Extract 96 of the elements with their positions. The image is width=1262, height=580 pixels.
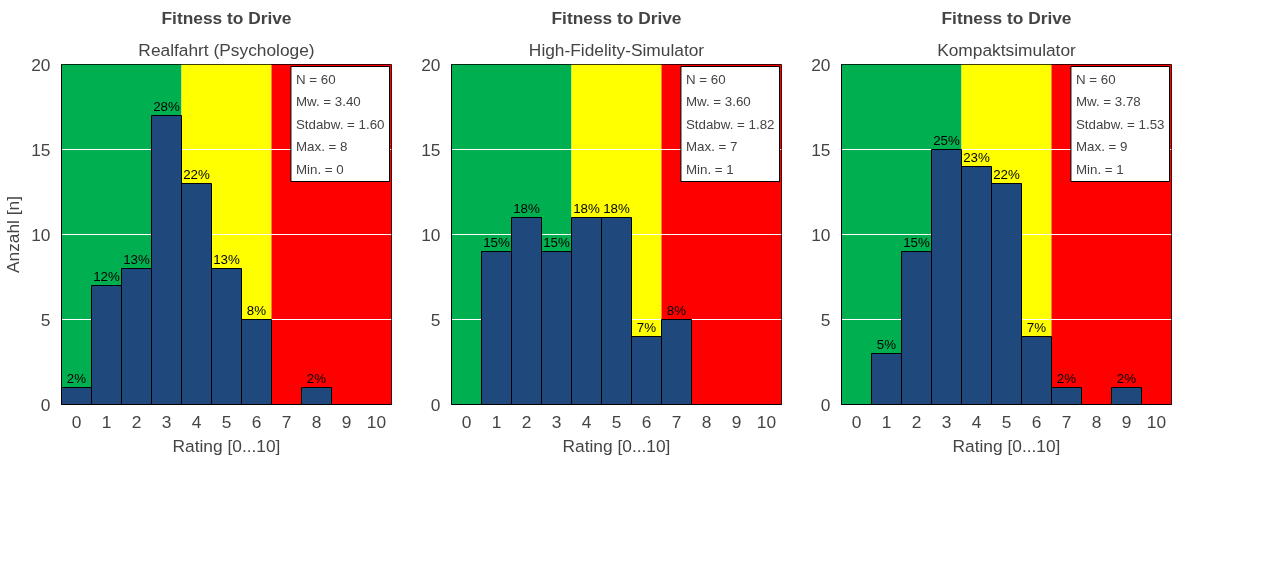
annotation: 7% [1026,319,1047,335]
x-tick-label: 6 [1031,411,1042,432]
x-tick-label: 3 [161,411,172,432]
x-tick-label: 1 [491,411,502,432]
annotation: 25% [933,132,960,148]
x-tick-label: 7 [1061,411,1072,432]
y-tick-label: 10 [31,224,51,245]
x-tick-label: 4 [971,411,982,432]
annotation: 22% [183,166,210,182]
x-tick-label: 7 [671,411,682,432]
x-tick-label: 3 [941,411,952,432]
annotation: 12% [93,268,120,284]
x-tick-label: 9 [341,411,352,432]
y-tick-label: 5 [40,309,51,330]
x-tick-label: 3 [551,411,562,432]
annotation: Min. = 1 [685,161,734,177]
annotation: Max. = 9 [1075,139,1128,154]
x-tick-label: 5 [221,411,232,432]
x-tick-label: 10 [1146,411,1167,432]
annotation: 2% [66,370,87,386]
x-tick-label: 8 [701,411,712,432]
y-tick-label: 5 [430,309,441,330]
annotation: 2% [1056,370,1077,386]
annotation: N = 60 [685,71,726,87]
annotation: 8% [246,302,267,318]
annotation: Min. = 1 [1075,161,1124,177]
x-tick-label: 2 [521,411,532,432]
x-tick-label: 7 [281,411,292,432]
annotation: 28% [153,98,180,114]
annotation: 22% [993,166,1020,182]
annotation: 15% [483,234,510,250]
chart-subtitle: Kompaktsimulator [937,39,1077,60]
x-tick-label: 1 [101,411,112,432]
chart-title: Fitness to Drive [941,7,1072,28]
x-tick-label: 6 [251,411,262,432]
annotation: 7% [636,319,657,335]
chart-subtitle: High-Fidelity-Simulator [528,39,705,60]
chart-title: Fitness to Drive [551,7,682,28]
annotation: 5% [876,336,897,352]
y-tick-label: 0 [820,394,831,415]
annotation: Stdabw. = 1.53 [1075,116,1165,132]
annotation: 13% [213,251,240,267]
x-tick-label: 2 [131,411,142,432]
y-tick-label: 20 [31,54,51,75]
annotation: 18% [603,200,630,216]
chart-subtitle: Realfahrt (Psychologe) [138,39,315,60]
x-tick-label: 5 [611,411,622,432]
chart-title: Fitness to Drive [161,7,292,28]
annotation: 15% [903,234,930,250]
y-axis-title: Anzahl [n] [3,195,24,274]
annotation: 2% [1116,370,1137,386]
annotation: 13% [123,251,150,267]
y-tick-label: 10 [421,224,441,245]
x-tick-label: 0 [461,411,472,432]
annotation: Max. = 7 [685,139,738,154]
annotation: 18% [513,200,540,216]
y-tick-label: 20 [811,54,831,75]
annotation: Max. = 8 [295,139,348,154]
annotation: Mw. = 3.40 [295,94,361,109]
x-axis-title: Rating [0...10] [952,435,1061,456]
y-tick-label: 15 [421,139,441,160]
x-axis-title: Rating [0...10] [562,435,671,456]
annotation: Min. = 0 [295,161,344,177]
x-tick-label: 10 [756,411,777,432]
x-tick-label: 10 [366,411,387,432]
x-tick-label: 1 [881,411,892,432]
x-tick-label: 8 [311,411,322,432]
annotation: Stdabw. = 1.60 [295,116,385,132]
x-tick-label: 4 [191,411,202,432]
annotation: Stdabw. = 1.82 [685,116,775,132]
x-tick-label: 4 [581,411,592,432]
annotation: Mw. = 3.60 [685,94,751,109]
y-tick-label: 0 [40,394,51,415]
annotation: 23% [963,149,990,165]
x-axis-title: Rating [0...10] [172,435,281,456]
y-tick-label: 10 [811,224,831,245]
annotation: 2% [306,370,327,386]
x-tick-label: 6 [641,411,652,432]
annotation: 18% [573,200,600,216]
x-tick-label: 9 [731,411,742,432]
x-tick-label: 9 [1121,411,1132,432]
x-tick-label: 5 [1001,411,1012,432]
annotation: N = 60 [1075,71,1116,87]
annotation: 8% [666,302,687,318]
y-tick-label: 15 [811,139,831,160]
annotation: Mw. = 3.78 [1075,94,1141,109]
y-tick-label: 5 [820,309,831,330]
y-tick-label: 0 [430,394,441,415]
x-tick-label: 8 [1091,411,1102,432]
x-tick-label: 0 [851,411,862,432]
y-tick-label: 15 [31,139,51,160]
y-tick-label: 20 [421,54,441,75]
x-tick-label: 0 [71,411,82,432]
x-tick-label: 2 [911,411,922,432]
annotation: 15% [543,234,570,250]
annotation: N = 60 [295,71,336,87]
